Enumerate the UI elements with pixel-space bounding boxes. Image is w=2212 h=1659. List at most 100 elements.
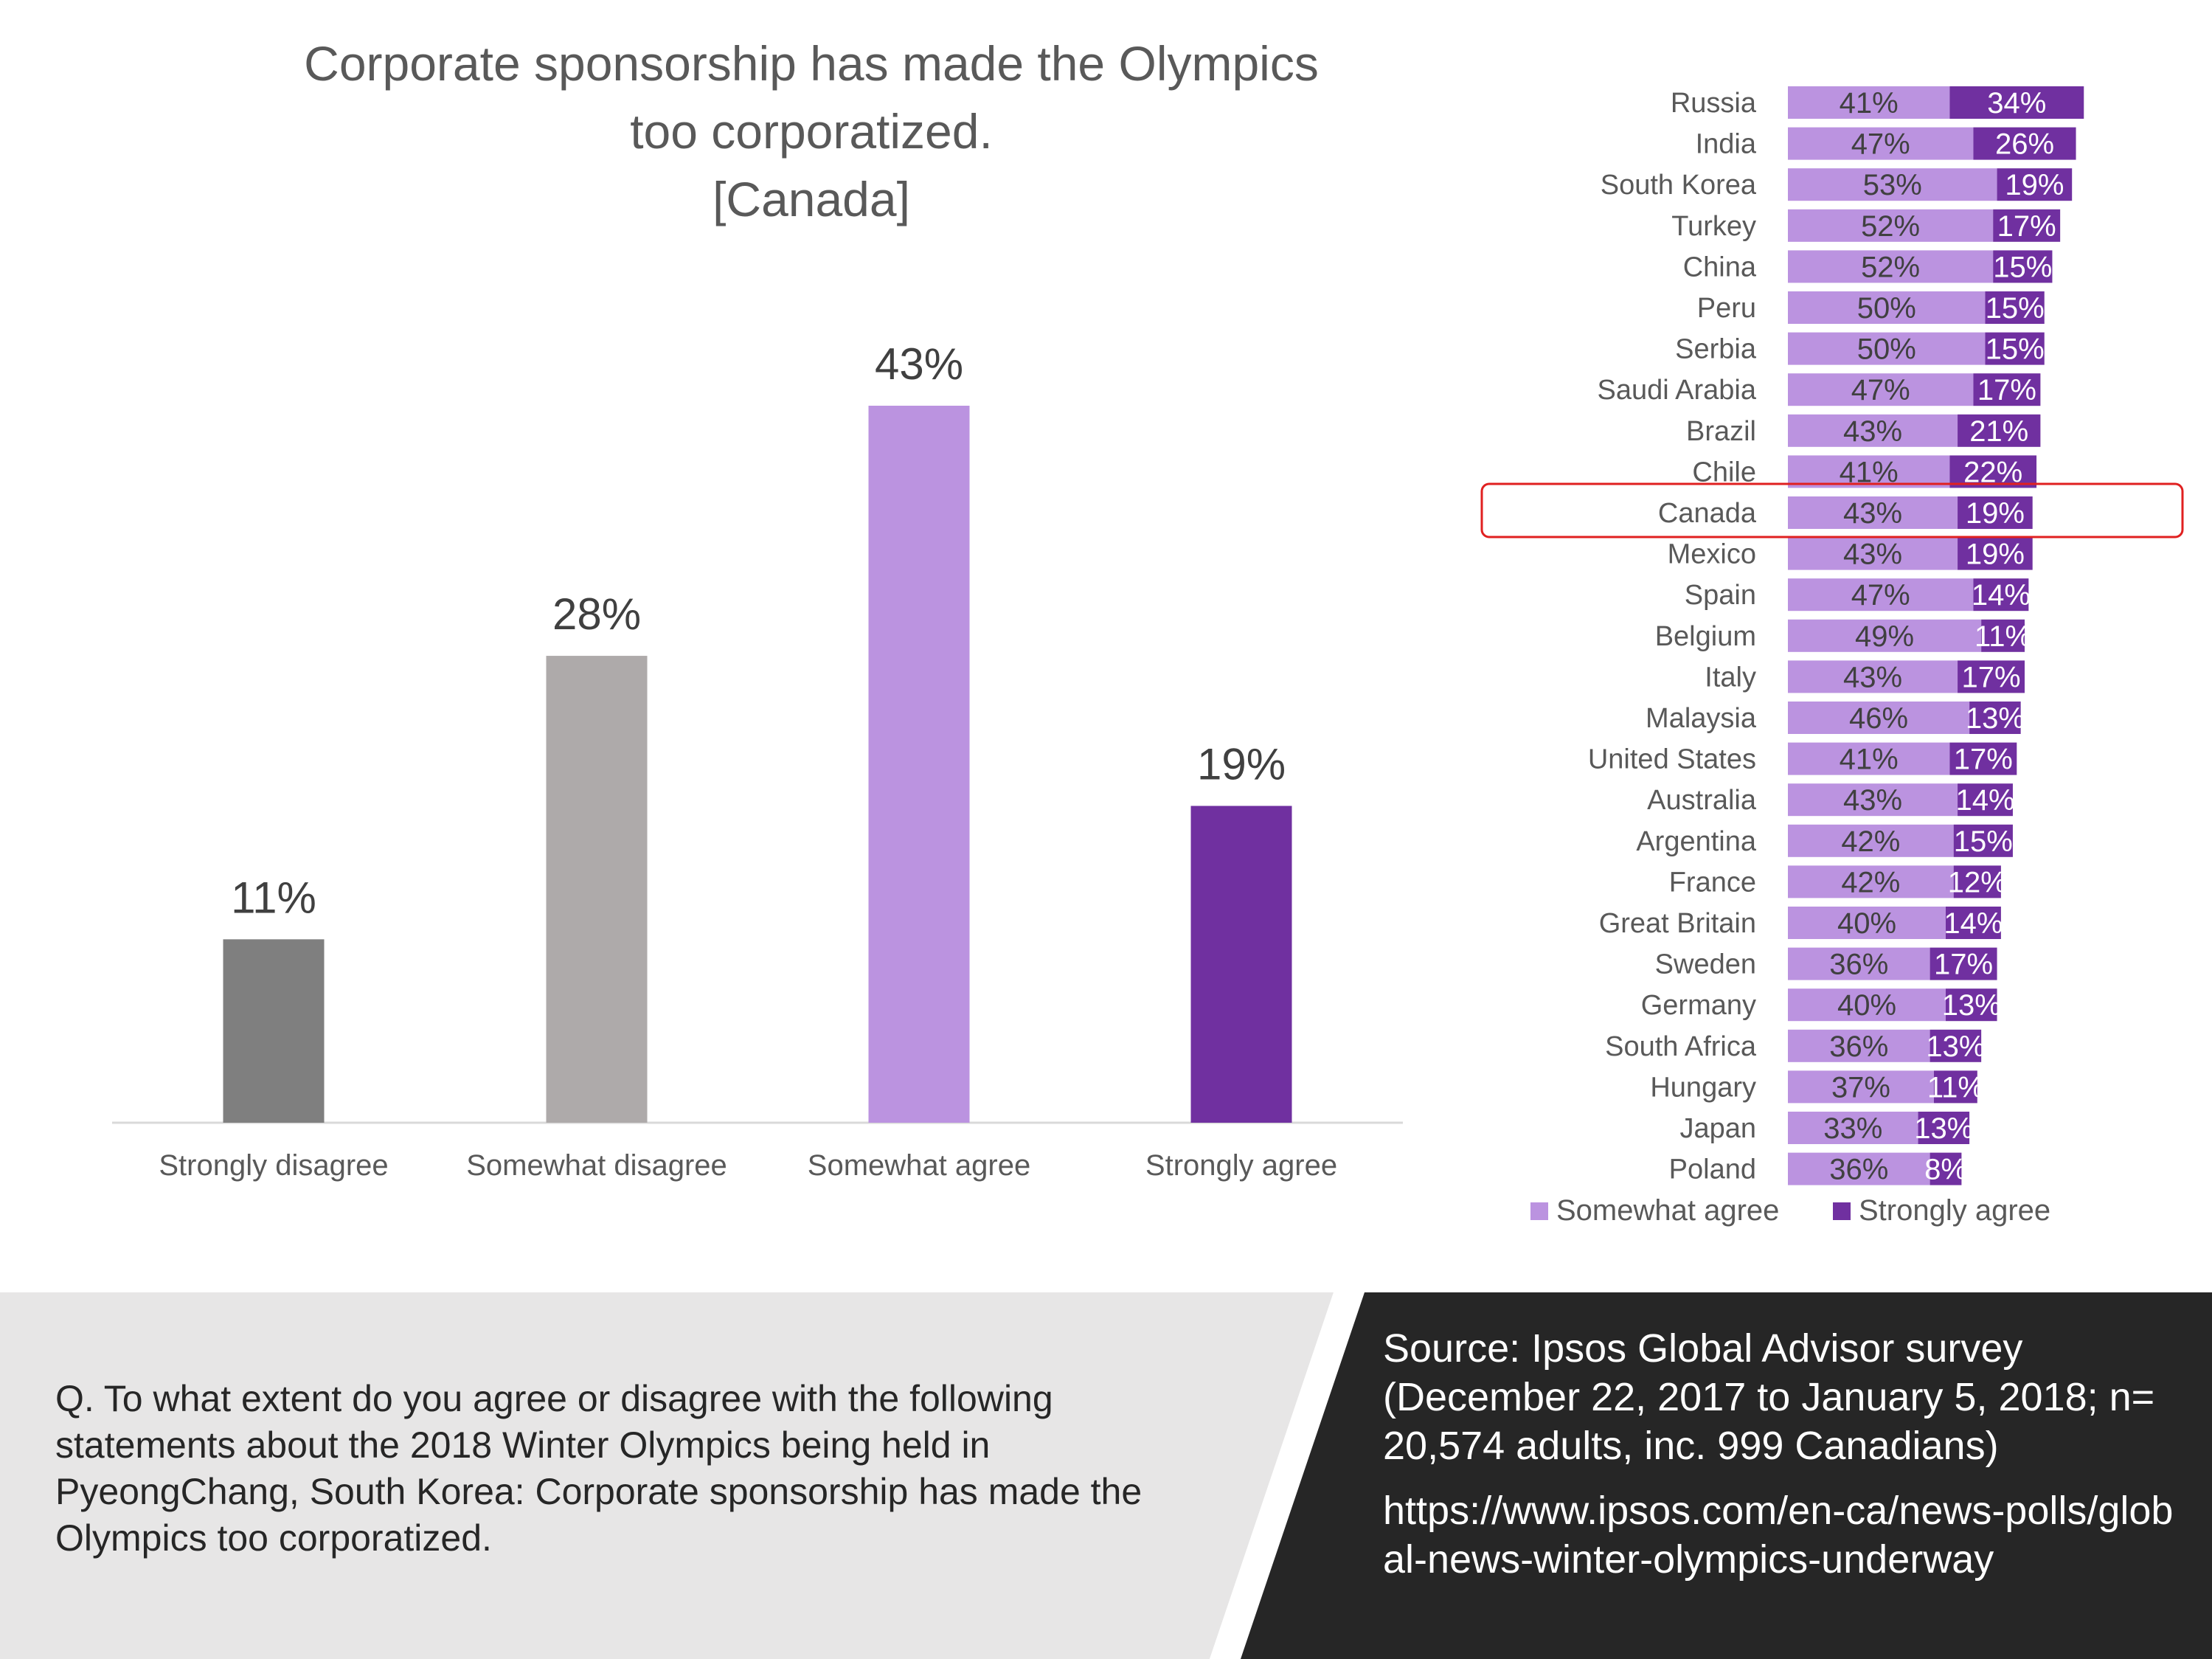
bar-strongly-agree bbox=[1958, 414, 2041, 447]
bar-somewhat-agree bbox=[1788, 209, 1994, 242]
country-label: Germany bbox=[1641, 990, 1756, 1021]
category-label: Strongly disagree bbox=[159, 1149, 388, 1182]
bar-somewhat-agree bbox=[1788, 332, 1986, 365]
strongly-agree-value-label: 15% bbox=[1986, 292, 2045, 325]
country-label: Russia bbox=[1671, 88, 1757, 119]
chart-title: Corporate sponsorship has made the Olymp… bbox=[221, 30, 1401, 233]
category-label: Strongly agree bbox=[1145, 1149, 1337, 1182]
strongly-agree-value-label: 19% bbox=[1966, 538, 2025, 571]
strongly-agree-value-label: 12% bbox=[1948, 866, 2007, 898]
bar-somewhat-agree bbox=[1788, 168, 1997, 201]
bar-value-label: 43% bbox=[875, 339, 963, 389]
bar-strongly-agree bbox=[1973, 373, 2041, 406]
country-label: France bbox=[1669, 867, 1756, 898]
country-label: Poland bbox=[1669, 1154, 1756, 1185]
legend-label-somewhat-agree: Somewhat agree bbox=[1556, 1194, 1779, 1227]
strongly-agree-value-label: 13% bbox=[1942, 989, 2001, 1022]
bar-strongly-agree bbox=[1930, 947, 1997, 980]
category-label: Somewhat disagree bbox=[466, 1149, 727, 1182]
somewhat-agree-value-label: 43% bbox=[1843, 497, 1902, 530]
strongly-agree-value-label: 11% bbox=[1927, 1071, 1984, 1104]
bar-strongly-agree bbox=[1973, 127, 2076, 160]
bar-strongly-agree bbox=[1946, 988, 1997, 1022]
strongly-agree-value-label: 11% bbox=[1974, 620, 2031, 653]
strongly-agree-value-label: 13% bbox=[1966, 702, 2025, 735]
bar-strongly-agree bbox=[1930, 1152, 1962, 1185]
bar-strongly-agree bbox=[1973, 578, 2029, 612]
strongly-agree-value-label: 34% bbox=[1987, 87, 2046, 120]
category-label: Somewhat agree bbox=[808, 1149, 1030, 1182]
strongly-agree-value-label: 17% bbox=[1934, 949, 1993, 981]
bar-somewhat-agree bbox=[1788, 907, 1946, 939]
bar-strongly-agree bbox=[1981, 619, 2025, 652]
somewhat-agree-value-label: 33% bbox=[1823, 1112, 1882, 1145]
somewhat-agree-value-label: 43% bbox=[1843, 661, 1902, 693]
legend-swatch-somewhat-agree bbox=[1530, 1202, 1548, 1220]
country-label: Saudi Arabia bbox=[1598, 375, 1757, 406]
somewhat-agree-value-label: 49% bbox=[1855, 620, 1914, 653]
bar-somewhat-agree bbox=[1788, 537, 1958, 570]
somewhat-agree-value-label: 41% bbox=[1840, 87, 1899, 120]
strongly-agree-value-label: 17% bbox=[1961, 661, 2020, 693]
bar-strongly-agree bbox=[1953, 865, 2001, 898]
bar-strongly-agree bbox=[1958, 537, 2033, 570]
country-label: China bbox=[1683, 252, 1757, 283]
country-label: South Africa bbox=[1605, 1031, 1757, 1062]
strongly-agree-value-label: 14% bbox=[1955, 784, 2014, 817]
bar-somewhat-agree bbox=[1788, 824, 1954, 857]
country-label: Japan bbox=[1679, 1113, 1756, 1144]
bar-strongly-agree bbox=[1958, 783, 2013, 817]
chart-title-line-2: too corporatized. bbox=[630, 104, 993, 159]
somewhat-agree-value-label: 37% bbox=[1831, 1071, 1890, 1104]
bar-somewhat-agree bbox=[1788, 619, 1982, 652]
bar-strongly-agree bbox=[1969, 702, 2021, 734]
bar-somewhat-agree bbox=[1788, 947, 1930, 980]
bar-somewhat-agree bbox=[1788, 1070, 1934, 1104]
somewhat-agree-value-label: 46% bbox=[1849, 702, 1908, 735]
country-label: Serbia bbox=[1675, 334, 1757, 365]
canada-bar-chart: 11% Strongly disagree 28% Somewhat disagree… bbox=[112, 339, 1403, 1182]
bar-somewhat-agree bbox=[1788, 455, 1950, 488]
bar-value-label: 11% bbox=[231, 873, 316, 922]
bar bbox=[1190, 806, 1292, 1123]
somewhat-agree-value-label: 41% bbox=[1840, 744, 1899, 776]
bar-strongly-agree bbox=[1985, 291, 2045, 324]
bar-somewhat-agree bbox=[1788, 742, 1950, 775]
footer-band bbox=[0, 1292, 2212, 1659]
bar-value-label: 28% bbox=[552, 589, 641, 639]
bar-strongly-agree bbox=[1930, 1029, 1982, 1062]
bar-somewhat-agree bbox=[1788, 414, 1958, 447]
strongly-agree-value-label: 15% bbox=[1993, 251, 2052, 283]
question-panel bbox=[0, 1292, 1334, 1659]
bar-somewhat-agree bbox=[1788, 86, 1950, 119]
country-label: Belgium bbox=[1655, 621, 1756, 652]
bar-somewhat-agree bbox=[1788, 127, 1974, 160]
somewhat-agree-value-label: 36% bbox=[1829, 949, 1888, 981]
somewhat-agree-value-label: 50% bbox=[1857, 333, 1916, 366]
strongly-agree-value-label: 8% bbox=[1924, 1154, 1967, 1186]
somewhat-agree-value-label: 40% bbox=[1837, 989, 1896, 1022]
somewhat-agree-value-label: 43% bbox=[1843, 415, 1902, 448]
strongly-agree-value-label: 14% bbox=[1944, 907, 2003, 940]
country-label: Chile bbox=[1692, 457, 1756, 488]
bar-somewhat-agree bbox=[1788, 1152, 1930, 1185]
bar-strongly-agree bbox=[1918, 1112, 1970, 1144]
divider-stripe bbox=[1210, 1292, 1365, 1659]
somewhat-agree-value-label: 47% bbox=[1851, 128, 1910, 161]
somewhat-agree-value-label: 42% bbox=[1841, 825, 1900, 858]
strongly-agree-value-label: 17% bbox=[1977, 374, 2036, 406]
country-label: Hungary bbox=[1650, 1072, 1756, 1103]
bar bbox=[868, 406, 970, 1123]
bar-value-label: 19% bbox=[1197, 740, 1286, 789]
strongly-agree-value-label: 21% bbox=[1969, 415, 2028, 448]
bar-somewhat-agree bbox=[1788, 702, 1970, 734]
somewhat-agree-value-label: 52% bbox=[1861, 210, 1920, 243]
somewhat-agree-value-label: 53% bbox=[1863, 169, 1922, 201]
somewhat-agree-value-label: 36% bbox=[1829, 1031, 1888, 1063]
source-url[interactable]: https://www.ipsos.com/en-ca/news-polls/g… bbox=[1383, 1489, 2174, 1582]
country-label: Australia bbox=[1647, 785, 1757, 816]
country-label: Great Britain bbox=[1599, 908, 1756, 939]
country-label: Italy bbox=[1705, 662, 1756, 693]
bar-somewhat-agree bbox=[1788, 865, 1954, 898]
